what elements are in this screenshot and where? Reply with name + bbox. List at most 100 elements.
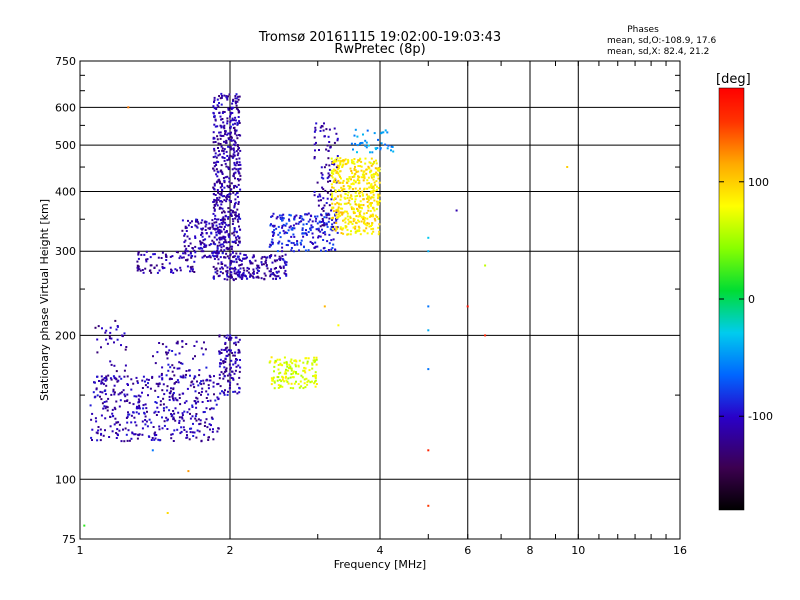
data-point [235,365,238,368]
data-point [174,419,177,422]
data-point [334,181,337,183]
data-point [336,139,339,142]
data-point [305,232,308,235]
data-point [212,201,215,203]
data-point [292,233,295,236]
data-point [180,426,183,429]
data-point [176,379,179,382]
data-point [246,269,249,272]
data-point [236,122,239,125]
data-point [225,252,228,255]
data-point [202,353,205,356]
data-point [322,219,324,222]
data-point [338,203,340,206]
data-point [268,255,271,257]
data-point [213,200,216,203]
data-point [336,155,339,157]
data-point [338,212,341,215]
data-point [162,407,165,410]
data-point [223,225,226,228]
data-point [274,274,277,277]
data-point [286,365,289,368]
data-point [176,342,179,345]
data-point [341,207,344,210]
data-point [232,127,235,129]
data-point [113,391,116,394]
data-point [118,405,121,408]
data-point [111,412,114,415]
data-point [144,384,147,387]
data-point [119,392,122,395]
data-point [234,351,237,354]
data-point [299,241,302,244]
data-point [272,376,275,379]
data-point [339,175,341,178]
data-point [227,207,230,210]
data-point [314,129,317,132]
data-point [103,401,106,403]
data-point [314,377,317,379]
data-point [233,272,236,275]
data-point [281,250,284,253]
data-point [218,223,221,226]
data-point [130,378,133,381]
data-point [230,359,233,362]
data-point [225,96,228,99]
data-point [191,270,194,273]
data-point [221,272,224,275]
data-point [252,254,255,257]
data-point [230,377,233,379]
data-point [213,182,216,185]
y-tick-label: 75 [62,533,76,546]
data-point [342,211,345,214]
data-point [138,433,141,436]
data-point [153,411,156,414]
data-point [173,374,176,377]
data-point [307,220,310,223]
data-point [177,411,180,414]
data-point [323,222,326,225]
data-point [278,231,281,234]
data-point [149,256,152,259]
data-point [112,390,115,393]
data-point [124,395,127,398]
data-point [228,199,231,202]
data-point [212,224,215,227]
data-point [106,406,109,409]
data-point [230,248,233,251]
data-point [340,232,343,235]
data-point [106,409,109,412]
data-point [170,415,173,418]
data-point [168,409,171,412]
data-point [194,402,197,405]
data-point [141,391,143,394]
data-point [295,222,298,225]
data-point [187,224,190,227]
x-tick-label: 6 [464,544,471,557]
data-point [166,357,169,360]
data-point [362,204,365,206]
data-point [351,182,354,185]
data-point [272,233,275,236]
data-point [366,195,369,198]
data-point [226,273,228,276]
data-point [233,211,236,214]
data-point [359,142,362,144]
data-point [234,116,237,119]
data-point [354,225,357,228]
data-point [324,250,327,252]
data-point [152,355,154,358]
data-point [301,229,304,231]
data-point [335,213,338,216]
data-point [334,190,337,193]
data-point [321,228,323,231]
data-point [325,212,328,215]
data-point [360,160,363,163]
data-point [283,260,286,263]
data-point [213,221,216,224]
data-point [145,378,148,381]
data-point [191,380,194,383]
data-point [235,238,238,241]
data-point [377,167,380,170]
data-point [165,374,168,377]
